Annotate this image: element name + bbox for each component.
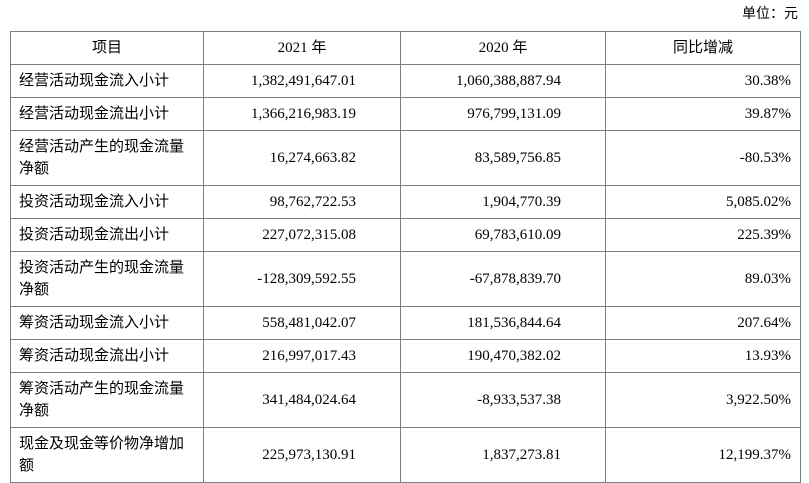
row-item-label: 投资活动现金流出小计: [10, 218, 204, 252]
value-2021: 1,366,216,983.19: [203, 97, 401, 131]
value-yoy-change: 207.64%: [605, 306, 801, 340]
table-row: 经营活动现金流入小计 1,382,491,647.01 1,060,388,88…: [10, 64, 801, 98]
value-2021: -128,309,592.55: [203, 251, 401, 307]
table-row: 经营活动现金流出小计 1,366,216,983.19 976,799,131.…: [10, 97, 801, 131]
value-2020: -67,878,839.70: [400, 251, 606, 307]
table-row: 筹资活动现金流入小计 558,481,042.07 181,536,844.64…: [10, 306, 801, 340]
value-2020: 83,589,756.85: [400, 130, 606, 186]
table-row: 筹资活动产生的现金流量净额 341,484,024.64 -8,933,537.…: [10, 372, 801, 428]
value-2020: -8,933,537.38: [400, 372, 606, 428]
table-row: 现金及现金等价物净增加额 225,973,130.91 1,837,273.81…: [10, 427, 801, 483]
value-2021: 98,762,722.53: [203, 185, 401, 219]
row-item-label: 经营活动现金流出小计: [10, 97, 204, 131]
value-2020: 181,536,844.64: [400, 306, 606, 340]
value-yoy-change: -80.53%: [605, 130, 801, 186]
value-2020: 1,837,273.81: [400, 427, 606, 483]
table-row: 投资活动现金流出小计 227,072,315.08 69,783,610.09 …: [10, 218, 801, 252]
row-item-label: 经营活动现金流入小计: [10, 64, 204, 98]
row-item-label: 经营活动产生的现金流量净额: [10, 130, 204, 186]
value-yoy-change: 3,922.50%: [605, 372, 801, 428]
table-row: 筹资活动现金流出小计 216,997,017.43 190,470,382.02…: [10, 339, 801, 373]
value-2021: 225,973,130.91: [203, 427, 401, 483]
value-2021: 1,382,491,647.01: [203, 64, 401, 98]
table-row: 投资活动现金流入小计 98,762,722.53 1,904,770.39 5,…: [10, 185, 801, 219]
value-2020: 1,060,388,887.94: [400, 64, 606, 98]
value-2021: 216,997,017.43: [203, 339, 401, 373]
value-2021: 227,072,315.08: [203, 218, 401, 252]
row-item-label: 筹资活动现金流出小计: [10, 339, 204, 373]
value-2020: 190,470,382.02: [400, 339, 606, 373]
cash-flow-table: 项目 2021 年 2020 年 同比增减 经营活动现金流入小计 1,382,4…: [10, 31, 801, 483]
row-item-label: 筹资活动现金流入小计: [10, 306, 204, 340]
value-yoy-change: 13.93%: [605, 339, 801, 373]
row-item-label: 投资活动现金流入小计: [10, 185, 204, 219]
table-header-row: 项目 2021 年 2020 年 同比增减: [10, 31, 801, 65]
unit-label: 单位：元: [742, 7, 798, 22]
value-2021: 558,481,042.07: [203, 306, 401, 340]
value-yoy-change: 5,085.02%: [605, 185, 801, 219]
table-row: 投资活动产生的现金流量净额 -128,309,592.55 -67,878,83…: [10, 251, 801, 307]
row-item-label: 筹资活动产生的现金流量净额: [10, 372, 204, 428]
value-2020: 69,783,610.09: [400, 218, 606, 252]
value-2021: 341,484,024.64: [203, 372, 401, 428]
column-header-item: 项目: [10, 31, 204, 65]
value-2020: 1,904,770.39: [400, 185, 606, 219]
value-yoy-change: 39.87%: [605, 97, 801, 131]
value-yoy-change: 30.38%: [605, 64, 801, 98]
value-yoy-change: 225.39%: [605, 218, 801, 252]
column-header-2021: 2021 年: [203, 31, 401, 65]
row-item-label: 投资活动产生的现金流量净额: [10, 251, 204, 307]
row-item-label: 现金及现金等价物净增加额: [10, 427, 204, 483]
column-header-2020: 2020 年: [400, 31, 606, 65]
table-row: 经营活动产生的现金流量净额 16,274,663.82 83,589,756.8…: [10, 130, 801, 186]
value-2020: 976,799,131.09: [400, 97, 606, 131]
value-2021: 16,274,663.82: [203, 130, 401, 186]
value-yoy-change: 12,199.37%: [605, 427, 801, 483]
column-header-change: 同比增减: [605, 31, 801, 65]
value-yoy-change: 89.03%: [605, 251, 801, 307]
